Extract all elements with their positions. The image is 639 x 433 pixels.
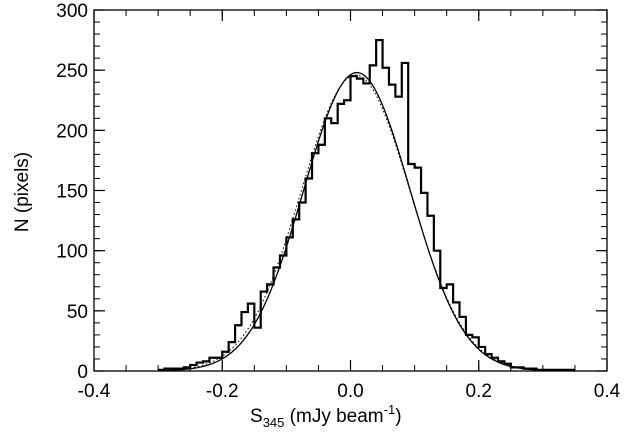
x-axis-label-rest: (mJy beam [284,406,383,427]
gaussian-fit-dotted [158,74,575,372]
x-axis-label-superscript: -1 [384,402,396,417]
x-axis-label: S345 (mJy beam-1) [250,402,402,430]
y-tick-label: 250 [56,61,88,82]
y-tick-label: 300 [56,1,88,22]
x-tick-labels: -0.4 -0.2 0.0 0.2 0.4 [78,381,621,402]
gaussian-fit-curve [158,71,575,372]
y-tick-label: 200 [56,121,88,142]
x-tick-label: 0.4 [594,381,621,402]
x-axis-label-subscript: 345 [263,415,285,430]
y-tick-label: 0 [77,362,88,383]
x-tick-label: -0.2 [206,381,239,402]
x-tick-label: -0.4 [78,381,111,402]
y-tick-label: 50 [67,302,88,323]
plot-frame [93,9,608,372]
histogram-steps [158,38,575,371]
major-ticks [93,9,608,372]
x-axis-label-main: S [250,406,263,427]
x-tick-label: 0.0 [337,381,363,402]
y-tick-labels: 0 50 100 150 200 250 300 [56,1,88,383]
x-tick-label: 0.2 [466,381,492,402]
y-tick-label: 100 [56,242,88,263]
y-axis-label: N (pixels) [12,152,33,232]
minor-ticks [93,9,608,372]
y-tick-label: 150 [56,182,88,203]
x-axis-label-close: ) [395,406,401,427]
